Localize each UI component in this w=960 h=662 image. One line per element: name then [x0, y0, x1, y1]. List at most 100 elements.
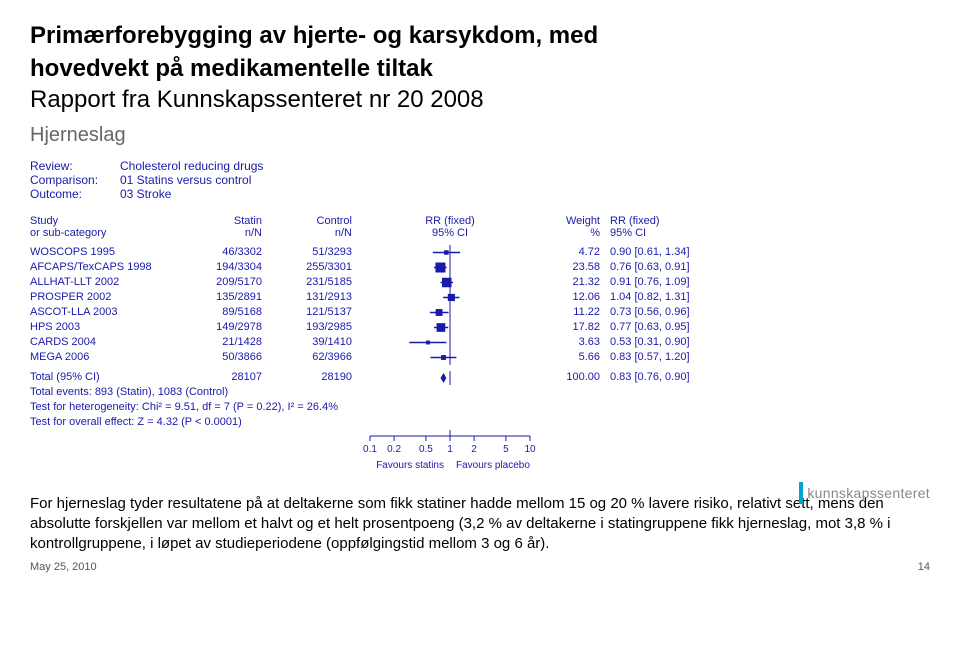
statin-nn: 209/5170 [190, 275, 280, 290]
weight-pct: 12.06 [530, 290, 610, 305]
page-footer: May 25, 2010 14 [30, 561, 930, 573]
report-subtitle: Rapport fra Kunnskapssenteret nr 20 2008 [30, 86, 930, 114]
weight-pct: 23.58 [530, 260, 610, 275]
control-nn: 39/1410 [280, 335, 370, 350]
row-plot [370, 290, 530, 305]
rr-ci: 0.76 [0.63, 0.91] [610, 260, 720, 275]
svg-text:0.1: 0.1 [363, 444, 377, 455]
svg-text:0.2: 0.2 [387, 444, 401, 455]
forest-axis: 0.10.20.512510 Favours statins Favours p… [30, 436, 930, 480]
forest-total-row: Total (95% CI) 28107 28190 100.00 0.83 [… [30, 371, 930, 385]
footnote-events: Total events: 893 (Statin), 1083 (Contro… [30, 385, 930, 400]
weight-pct: 21.32 [530, 275, 610, 290]
rr-ci: 1.04 [0.82, 1.31] [610, 290, 720, 305]
statin-nn: 149/2978 [190, 320, 280, 335]
control-nn: 255/3301 [280, 260, 370, 275]
total-weight: 100.00 [530, 371, 610, 385]
svg-text:2: 2 [471, 444, 477, 455]
statin-nn: 21/1428 [190, 335, 280, 350]
axis-scale: 0.10.20.512510 Favours statins Favours p… [370, 436, 530, 480]
summary-paragraph: For hjerneslag tyder resultatene på at d… [30, 494, 930, 555]
statin-nn: 135/2891 [190, 290, 280, 305]
rr-ci: 0.53 [0.31, 0.90] [610, 335, 720, 350]
statin-nn: 50/3866 [190, 350, 280, 365]
row-plot [370, 320, 530, 335]
meta-comparison-value: 01 Statins versus control [120, 173, 251, 187]
study-name: ASCOT-LLA 2003 [30, 305, 190, 320]
rr-ci: 0.83 [0.57, 1.20] [610, 350, 720, 365]
forest-row: HPS 2003149/2978193/2985 17.820.77 [0.63… [30, 320, 930, 335]
study-name: PROSPER 2002 [30, 290, 190, 305]
logo-bar-icon [799, 482, 803, 504]
hdr-control: Control n/N [280, 215, 370, 239]
study-name: ALLHAT-LLT 2002 [30, 275, 190, 290]
title-line2: hovedvekt på medikamentelle tiltak [30, 53, 930, 84]
control-nn: 131/2913 [280, 290, 370, 305]
row-plot [370, 245, 530, 260]
section-heading: Hjerneslag [30, 124, 930, 147]
meta-review: Review: Cholesterol reducing drugs [30, 159, 930, 173]
forest-body: WOSCOPS 199546/330251/3293 4.720.90 [0.6… [30, 245, 930, 365]
forest-row: ALLHAT-LLT 2002209/5170231/5185 21.320.9… [30, 275, 930, 290]
svg-text:0.5: 0.5 [419, 444, 433, 455]
statin-nn: 46/3302 [190, 245, 280, 260]
footnote-heterogeneity: Test for heterogeneity: Chi² = 9.51, df … [30, 400, 930, 415]
statin-nn: 194/3304 [190, 260, 280, 275]
rr-ci: 0.90 [0.61, 1.34] [610, 245, 720, 260]
svg-text:Favours statins: Favours statins [376, 460, 444, 471]
study-name: MEGA 2006 [30, 350, 190, 365]
weight-pct: 3.63 [530, 335, 610, 350]
hdr-study: Study or sub-category [30, 215, 190, 239]
forest-row: ASCOT-LLA 200389/5168121/5137 11.220.73 … [30, 305, 930, 320]
study-name: CARDS 2004 [30, 335, 190, 350]
hdr-weight: Weight % [530, 215, 610, 239]
row-plot [370, 335, 530, 350]
meta-outcome-label: Outcome: [30, 187, 120, 201]
meta-review-label: Review: [30, 159, 120, 173]
total-ci: 0.83 [0.76, 0.90] [610, 371, 720, 385]
total-diamond [370, 371, 530, 385]
rr-ci: 0.73 [0.56, 0.96] [610, 305, 720, 320]
study-name: AFCAPS/TexCAPS 1998 [30, 260, 190, 275]
control-nn: 193/2985 [280, 320, 370, 335]
weight-pct: 17.82 [530, 320, 610, 335]
study-name: HPS 2003 [30, 320, 190, 335]
meta-comparison: Comparison: 01 Statins versus control [30, 173, 930, 187]
weight-pct: 11.22 [530, 305, 610, 320]
row-plot [370, 275, 530, 290]
statin-nn: 89/5168 [190, 305, 280, 320]
total-statin-n: 28107 [190, 371, 280, 385]
forest-row: MEGA 200650/386662/3966 5.660.83 [0.57, … [30, 350, 930, 365]
row-plot [370, 260, 530, 275]
meta-outcome-value: 03 Stroke [120, 187, 171, 201]
logo-text: kunnskapssenteret [807, 485, 930, 501]
svg-text:Favours placebo: Favours placebo [456, 460, 530, 471]
control-nn: 62/3966 [280, 350, 370, 365]
control-nn: 231/5185 [280, 275, 370, 290]
row-plot [370, 305, 530, 320]
meta-review-value: Cholesterol reducing drugs [120, 159, 263, 173]
footnote-overall: Test for overall effect: Z = 4.32 (P < 0… [30, 415, 930, 430]
meta-comparison-label: Comparison: [30, 173, 120, 187]
study-name: WOSCOPS 1995 [30, 245, 190, 260]
hdr-statin: Statin n/N [190, 215, 280, 239]
row-plot [370, 350, 530, 365]
footer-page: 14 [918, 561, 930, 573]
hdr-rr2: RR (fixed) 95% CI [610, 215, 720, 239]
rr-ci: 0.91 [0.76, 1.09] [610, 275, 720, 290]
total-label: Total (95% CI) [30, 371, 190, 385]
control-nn: 121/5137 [280, 305, 370, 320]
forest-row: AFCAPS/TexCAPS 1998194/3304255/3301 23.5… [30, 260, 930, 275]
svg-text:1: 1 [447, 444, 453, 455]
forest-row: PROSPER 2002135/2891131/2913 12.061.04 [… [30, 290, 930, 305]
forest-row: WOSCOPS 199546/330251/3293 4.720.90 [0.6… [30, 245, 930, 260]
forest-row: CARDS 200421/142839/1410 3.630.53 [0.31,… [30, 335, 930, 350]
rr-ci: 0.77 [0.63, 0.95] [610, 320, 720, 335]
svg-text:5: 5 [503, 444, 509, 455]
meta-outcome: Outcome: 03 Stroke [30, 187, 930, 201]
hdr-rr: RR (fixed) 95% CI [370, 215, 530, 239]
footer-date: May 25, 2010 [30, 561, 97, 573]
title-line1: Primærforebygging av hjerte- og karsykdo… [30, 20, 930, 51]
total-control-n: 28190 [280, 371, 370, 385]
forest-header: Study or sub-category Statin n/N Control… [30, 215, 930, 239]
